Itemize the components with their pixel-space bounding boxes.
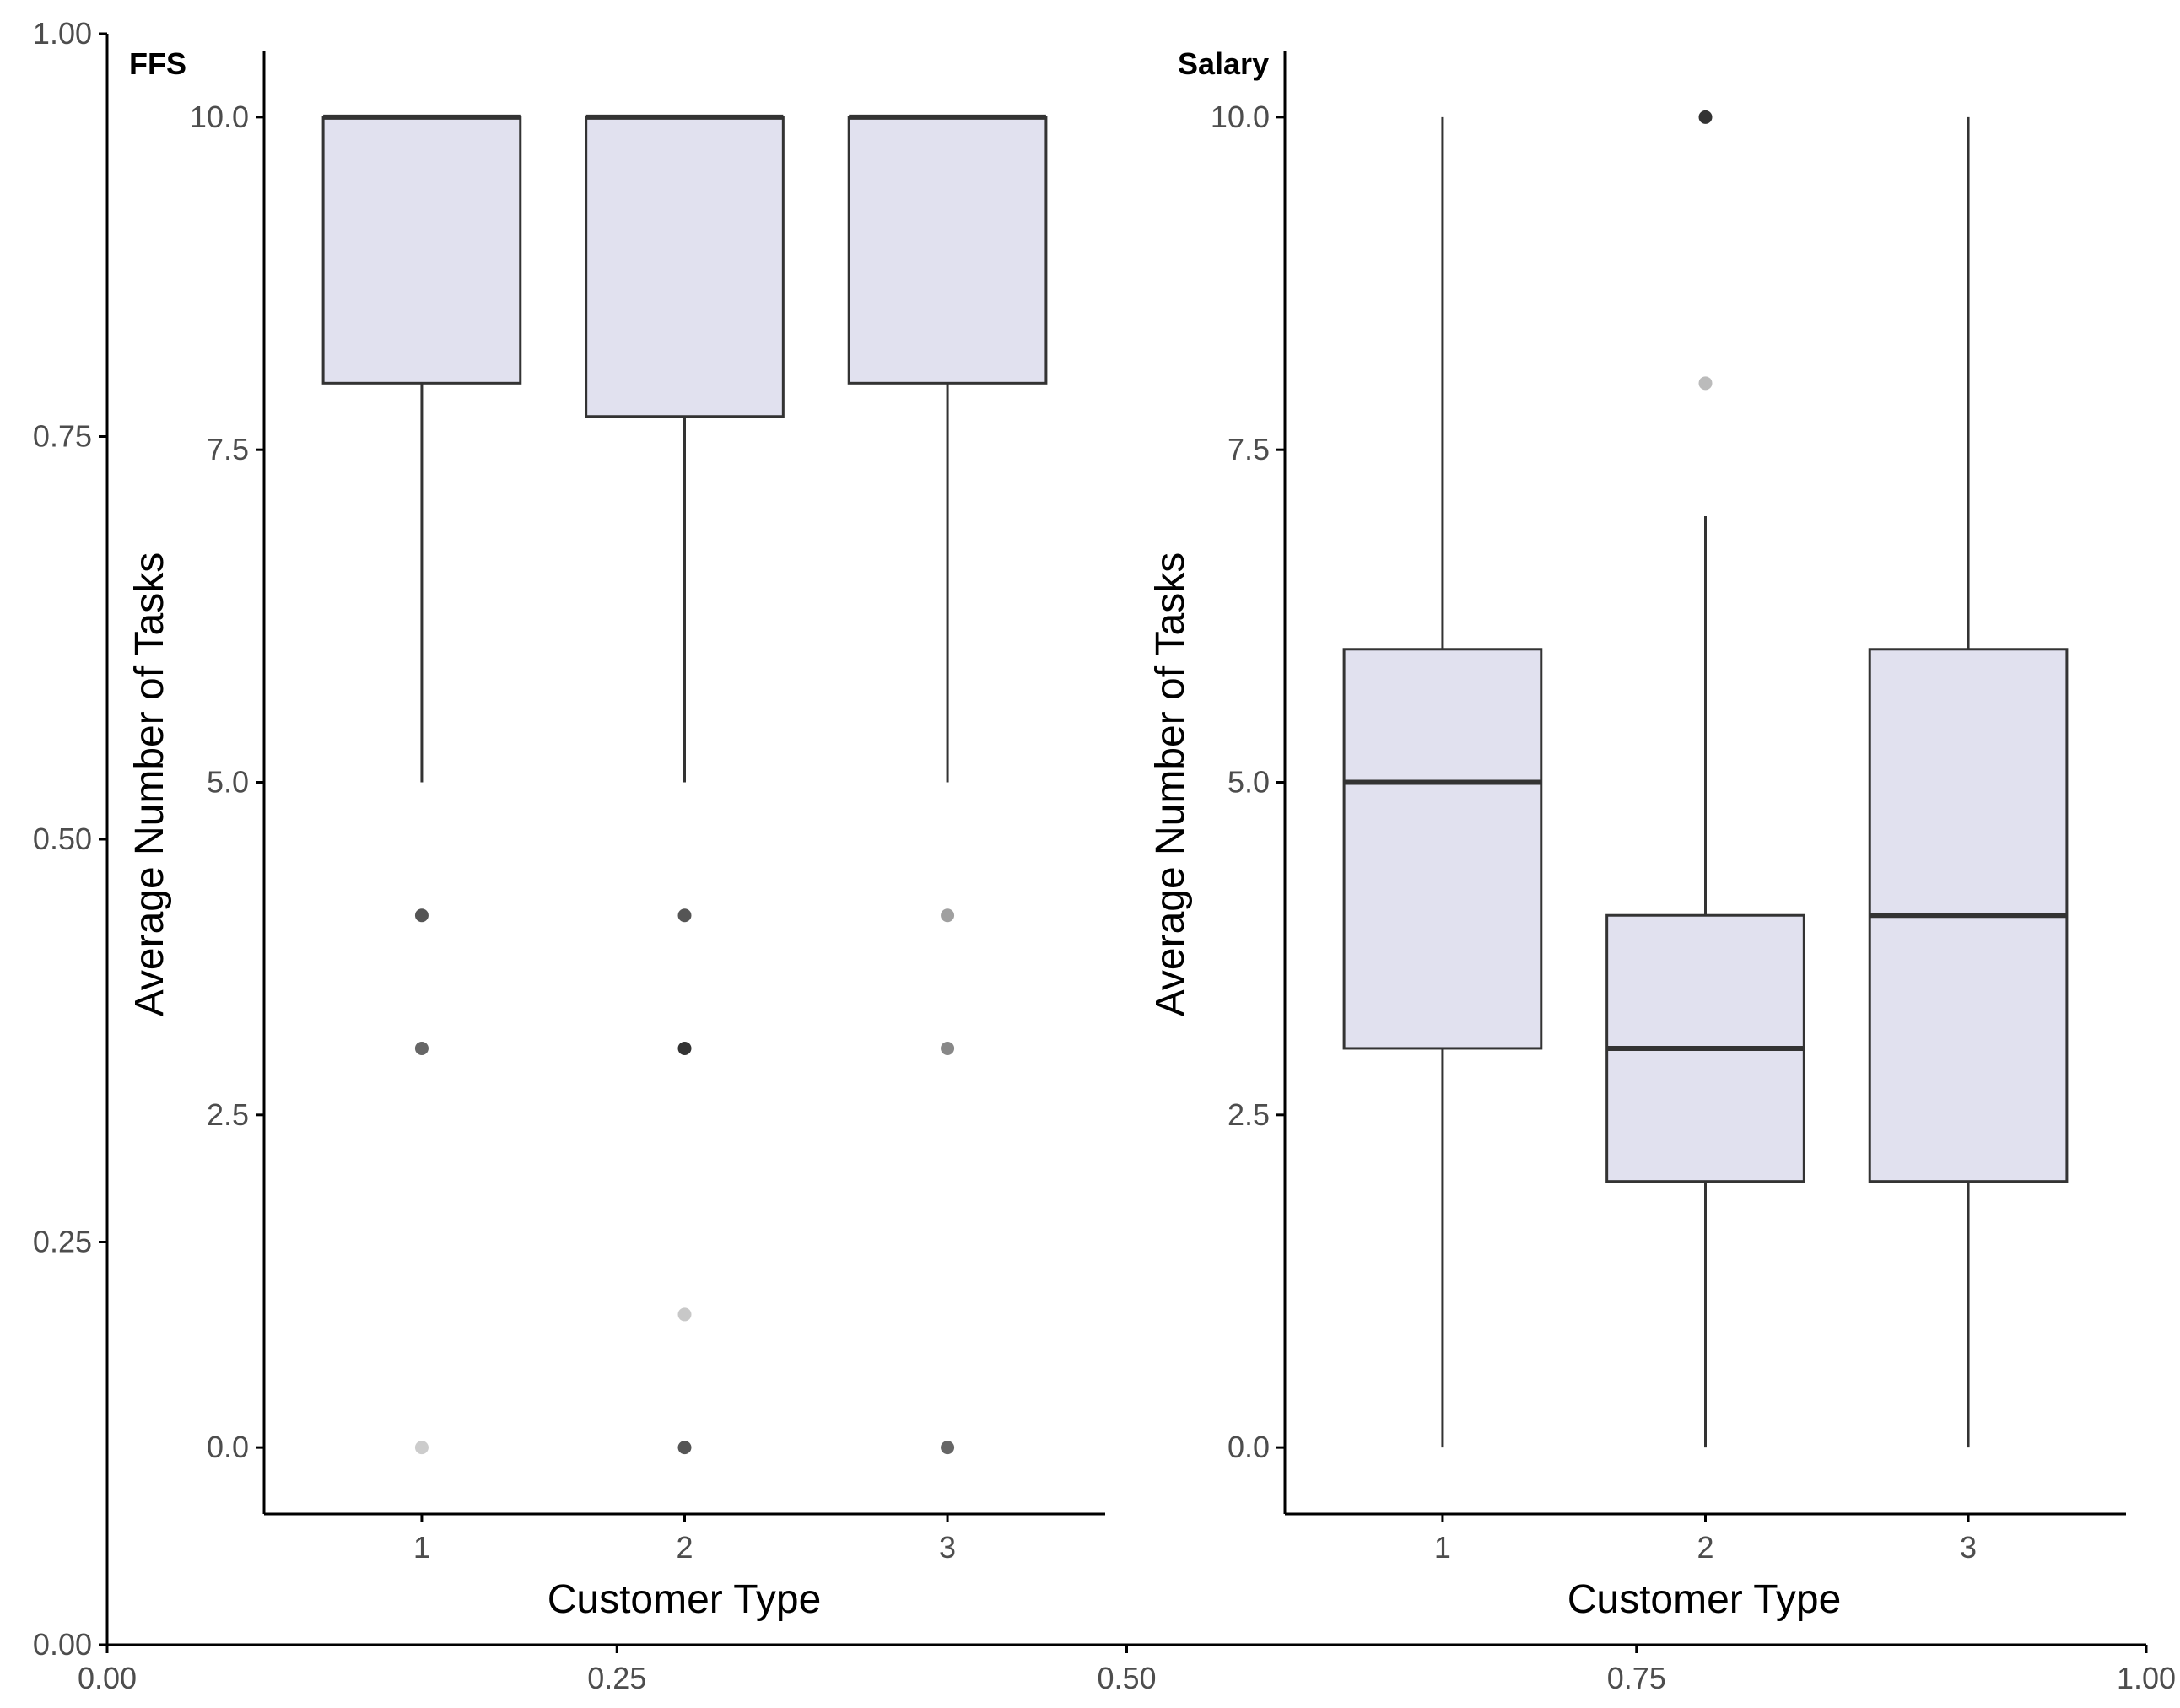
outer-x-tick-label: 0.25	[587, 1661, 646, 1695]
panel-tag-salary: Salary	[1178, 46, 1269, 81]
box-category-3	[1868, 116, 2069, 1448]
y-tick-label: 2.5	[207, 1097, 249, 1132]
outlier-point	[1698, 110, 1713, 124]
outer-x-tick-label: 0.00	[78, 1661, 137, 1695]
outer-y-tick-label: 1.00	[33, 16, 92, 51]
x-ticks: 1 2 3	[413, 1514, 956, 1565]
x-axis-title: Customer Type	[1568, 1577, 1842, 1622]
y-tick-label: 2.5	[1228, 1097, 1270, 1132]
outlier-point	[1698, 376, 1713, 391]
outlier-point	[677, 908, 692, 923]
y-ticks: 0.0 2.5 5.0 7.5 10.0	[190, 100, 264, 1464]
outer-y-tick-label: 0.25	[33, 1225, 92, 1259]
box-iqr	[585, 116, 785, 418]
outlier-point	[941, 1441, 955, 1455]
x-tick-label: 2	[676, 1530, 693, 1565]
panel-salary: Salary 0.0 2.5 5.0 7.5 10.0 1 2 3 Average Numb…	[1148, 46, 2126, 1622]
outer-y-tick-label: 0.50	[33, 822, 92, 856]
y-tick-label: 7.5	[207, 432, 249, 466]
boxes	[1342, 110, 2069, 1448]
outer-y-ticks: 0.00 0.25 0.50 0.75 1.00	[33, 16, 107, 1662]
box-iqr	[321, 116, 522, 385]
panel-tag-ffs: FFS	[129, 46, 186, 81]
boxes	[321, 114, 1048, 1455]
outer-x-ticks: 0.00 0.25 0.50 0.75 1.00	[78, 1645, 2176, 1695]
box-category-2	[1605, 110, 1805, 1448]
y-tick-label: 0.0	[1228, 1430, 1270, 1464]
outlier-point	[677, 1041, 692, 1055]
y-ticks: 0.0 2.5 5.0 7.5 10.0	[1211, 100, 1285, 1464]
panel-ffs: FFS 0.0 2.5 5.0 7.5 10.0 1 2 3 Average Number …	[127, 46, 1105, 1622]
outlier-point	[677, 1441, 692, 1455]
y-axis-title: Average Number of Tasks	[127, 552, 172, 1017]
outlier-point	[414, 908, 429, 923]
outlier-point	[677, 1307, 692, 1322]
y-tick-label: 5.0	[1228, 765, 1270, 800]
outer-x-tick-label: 1.00	[2117, 1661, 2176, 1695]
x-tick-label: 1	[413, 1530, 430, 1565]
box-category-2	[585, 114, 785, 1455]
x-tick-label: 2	[1697, 1530, 1713, 1565]
y-tick-label: 7.5	[1228, 432, 1270, 466]
outer-x-tick-label: 0.50	[1097, 1661, 1156, 1695]
outer-axes: 0.00 0.25 0.50 0.75 1.00 0.00 0.25 0.50 0.75 1.0…	[33, 16, 2176, 1695]
y-tick-label: 10.0	[1211, 100, 1270, 134]
x-tick-label: 3	[1960, 1530, 1977, 1565]
outer-y-tick-label: 0.75	[33, 419, 92, 454]
x-tick-label: 3	[939, 1530, 956, 1565]
y-axis-title: Average Number of Tasks	[1148, 552, 1193, 1017]
outlier-point	[414, 1041, 429, 1055]
outlier-point	[941, 908, 955, 923]
x-tick-label: 1	[1434, 1530, 1451, 1565]
x-axis-title: Customer Type	[548, 1577, 822, 1622]
outlier-point	[941, 1041, 955, 1055]
y-tick-label: 5.0	[207, 765, 249, 800]
x-ticks: 1 2 3	[1434, 1514, 1977, 1565]
box-category-1	[321, 114, 522, 1455]
y-tick-label: 10.0	[190, 100, 249, 134]
y-tick-label: 0.0	[207, 1430, 249, 1464]
outlier-point	[414, 1441, 429, 1455]
box-iqr	[1342, 648, 1543, 1050]
box-category-3	[847, 114, 1048, 1455]
box-category-1	[1342, 116, 1543, 1448]
outer-x-tick-label: 0.75	[1607, 1661, 1666, 1695]
outer-y-tick-label: 0.00	[33, 1627, 92, 1662]
box-iqr	[847, 116, 1048, 385]
